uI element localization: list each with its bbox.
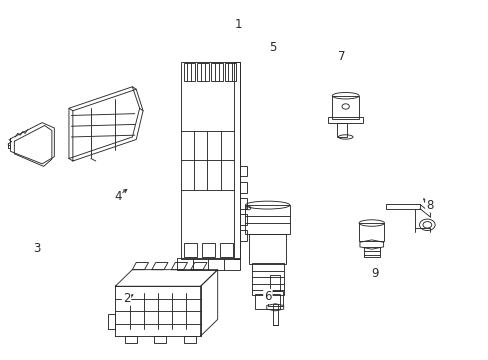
Bar [239,166,246,176]
Bar [197,63,208,81]
Bar [224,63,236,81]
Text: 3: 3 [34,242,41,255]
Text: 4: 4 [114,190,121,203]
Text: 5: 5 [268,41,276,54]
Bar [267,291,282,306]
Bar [181,62,239,259]
Bar [385,204,419,209]
Bar [201,243,215,257]
Bar [239,230,246,241]
Bar [239,214,246,225]
Text: 7: 7 [338,50,345,63]
Text: 8: 8 [425,199,432,212]
Bar [363,247,379,257]
Bar [331,96,358,119]
Bar [210,63,222,81]
Bar [270,275,280,291]
Text: 1: 1 [234,18,242,31]
Bar [249,234,285,264]
Text: 2: 2 [122,292,130,305]
Bar [239,182,246,193]
Bar [336,123,346,137]
Bar [245,205,289,234]
Bar [272,305,277,325]
Bar [183,63,195,81]
Text: 9: 9 [371,267,378,280]
Bar [328,117,362,123]
Bar [177,258,239,270]
Bar [358,223,384,241]
Text: 6: 6 [264,290,271,303]
Bar [251,263,283,295]
Bar [233,62,239,259]
Bar [239,198,246,209]
Bar [255,294,280,309]
Bar [183,243,197,257]
Bar [219,243,233,257]
